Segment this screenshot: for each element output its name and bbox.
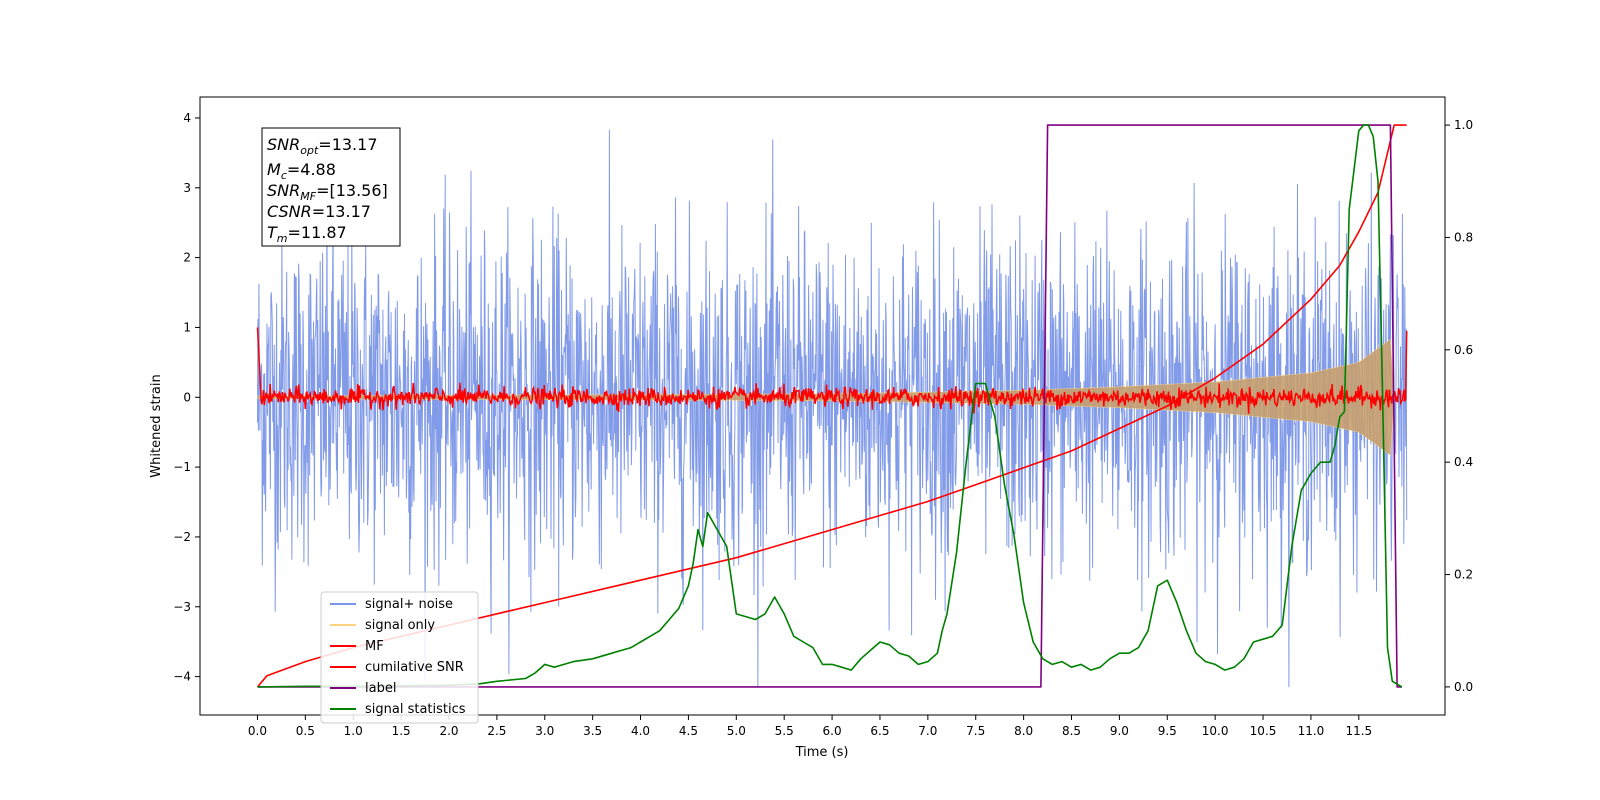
annotation-mc: Mc=4.88 <box>267 160 336 182</box>
y-tick-label: 1 <box>183 320 191 334</box>
x-tick-label: 7.0 <box>918 724 937 738</box>
svg-text:cumilative SNR: cumilative SNR <box>365 660 464 675</box>
x-tick-label: 7.5 <box>966 724 985 738</box>
series-signal-statistics <box>257 124 1403 688</box>
x-tick-label: 4.0 <box>631 724 650 738</box>
x-tick-label: 2.5 <box>487 724 506 738</box>
x-tick-label: 8.5 <box>1062 724 1081 738</box>
legend-item-cumulative-snr: cumilative SNR <box>330 660 464 675</box>
annotation-box: SNRopt=13.17 Mc=4.88 SNRMF=[13.56] CSNR=… <box>261 127 401 247</box>
y-tick-label: −2 <box>173 530 191 544</box>
x-tick-label: 3.5 <box>583 724 602 738</box>
series-mf <box>256 327 1408 414</box>
x-tick-label: 5.0 <box>727 724 746 738</box>
y-right-tick-label: 0.0 <box>1454 680 1473 694</box>
svg-text:label: label <box>365 681 396 696</box>
x-tick-label: 6.5 <box>870 724 889 738</box>
y-right-tick-label: 1.0 <box>1454 118 1473 132</box>
svg-text:signal+ noise: signal+ noise <box>365 597 453 612</box>
x-tick-label: 1.5 <box>392 724 411 738</box>
y-tick-label: −4 <box>173 670 191 684</box>
x-tick-label: 9.5 <box>1158 724 1177 738</box>
x-axis-label: Time (s) <box>795 745 849 760</box>
annotation-snr-mf: SNRMF=[13.56] <box>267 181 388 203</box>
y-right-tick-label: 0.2 <box>1454 568 1473 582</box>
x-tick-label: 10.0 <box>1202 724 1229 738</box>
annotation-tm: Tm=11.87 <box>267 223 347 245</box>
annotation-csnr: CSNR=13.17 <box>267 202 371 221</box>
x-tick-label: 2.0 <box>439 724 458 738</box>
x-tick-label: 0.5 <box>296 724 315 738</box>
label-line <box>257 124 1402 688</box>
x-tick-label: 4.5 <box>679 724 698 738</box>
x-tick-label: 9.0 <box>1110 724 1129 738</box>
legend-item-signal-statistics: signal statistics <box>330 702 466 717</box>
x-tick-label: 6.0 <box>823 724 842 738</box>
x-tick-label: 3.0 <box>535 724 554 738</box>
x-tick-label: 5.5 <box>775 724 794 738</box>
x-tick-label: 1.0 <box>344 724 363 738</box>
axes-frame <box>199 96 1446 716</box>
legend: signal+ noise signal only MF cumilative … <box>320 591 479 724</box>
x-tick-label: 11.5 <box>1345 724 1372 738</box>
svg-text:signal statistics: signal statistics <box>365 702 466 717</box>
series-signal-noise <box>257 129 1408 688</box>
x-tick-label: 11.0 <box>1298 724 1325 738</box>
x-tick-label: 10.5 <box>1250 724 1277 738</box>
legend-item-label: label <box>330 681 396 696</box>
signal-statistics-line <box>257 124 1403 688</box>
y-tick-label: 0 <box>183 390 191 404</box>
y-right-tick-label: 0.6 <box>1454 343 1473 357</box>
y-axis-right: 1.0 0.8 0.6 0.4 0.2 0.0 <box>1445 118 1473 694</box>
signal-noise-line <box>257 129 1408 688</box>
x-tick-label: 0.0 <box>248 724 267 738</box>
y-axis-left: 4 3 2 1 0 −1 −2 −3 −4 <box>173 111 200 684</box>
legend-item-signal-only: signal only <box>330 618 435 633</box>
legend-item-mf: MF <box>330 639 384 654</box>
y-right-tick-label: 0.8 <box>1454 230 1473 244</box>
y-tick-label: 4 <box>183 111 191 125</box>
mf-line <box>256 327 1408 414</box>
svg-text:MF: MF <box>365 639 384 654</box>
annotation-snr-opt: SNRopt=13.17 <box>267 135 378 157</box>
series-label <box>257 124 1402 688</box>
y-tick-label: −3 <box>173 600 191 614</box>
legend-item-signal-noise: signal+ noise <box>330 597 453 612</box>
svg-text:signal only: signal only <box>365 618 435 633</box>
x-tick-label: 8.0 <box>1014 724 1033 738</box>
y-axis-label: Whitened strain <box>149 374 164 477</box>
y-right-tick-label: 0.4 <box>1454 455 1473 469</box>
y-tick-label: −1 <box>173 460 191 474</box>
y-tick-label: 2 <box>183 251 191 265</box>
y-tick-label: 3 <box>183 181 191 195</box>
x-axis: 0.0 0.5 1.0 1.5 2.0 2.5 3.0 3.5 4.0 4.5 5.0 5.5 6.0 6… <box>248 715 1372 738</box>
